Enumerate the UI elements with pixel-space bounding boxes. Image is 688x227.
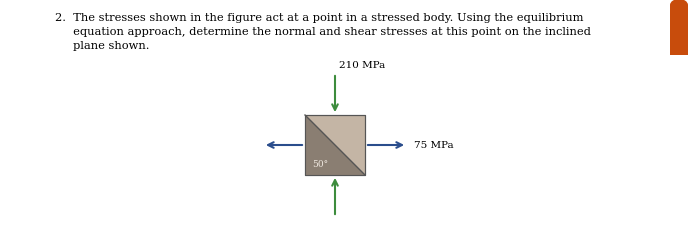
Text: plane shown.: plane shown. bbox=[55, 41, 149, 51]
Text: 75 MPa: 75 MPa bbox=[414, 141, 453, 150]
Bar bbox=[305, 115, 365, 175]
Text: 210 MPa: 210 MPa bbox=[339, 61, 385, 70]
Text: 50°: 50° bbox=[312, 160, 328, 169]
Polygon shape bbox=[305, 115, 365, 175]
Text: equation approach, determine the normal and shear stresses at this point on the : equation approach, determine the normal … bbox=[55, 27, 591, 37]
Text: 2.  The stresses shown in the figure act at a point in a stressed body. Using th: 2. The stresses shown in the figure act … bbox=[55, 13, 583, 23]
Ellipse shape bbox=[670, 0, 688, 11]
FancyBboxPatch shape bbox=[670, 5, 688, 55]
Bar bbox=[305, 115, 365, 175]
